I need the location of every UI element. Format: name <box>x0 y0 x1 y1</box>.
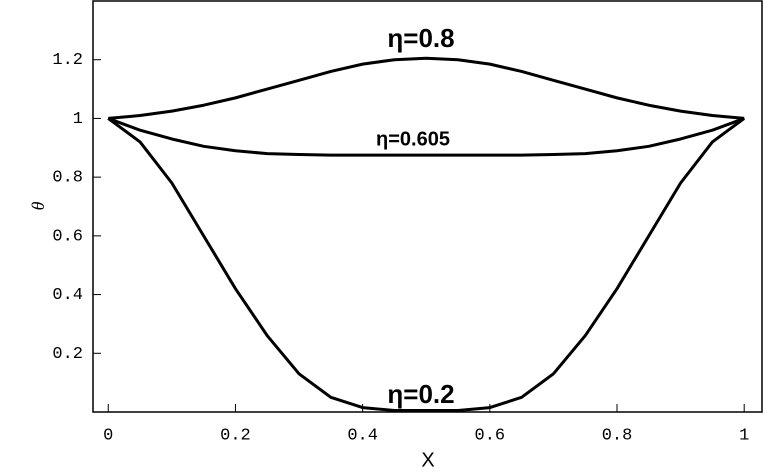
line-series <box>107 117 745 157</box>
x-tick-label: 0.6 <box>475 426 506 445</box>
x-tick-label: 0 <box>103 426 113 445</box>
y-axis-label: θ <box>28 201 48 210</box>
line-series <box>107 117 746 413</box>
y-tick-label: 0.6 <box>52 227 83 246</box>
curve-label: η=0.2 <box>387 379 454 409</box>
y-tick-label: 0.2 <box>52 345 83 364</box>
y-tick-label: 1.2 <box>52 51 83 70</box>
y-tick-label: 0.4 <box>52 286 83 305</box>
curve-label: η=0.605 <box>376 128 450 150</box>
x-axis-label: X <box>421 449 434 471</box>
curve-label: η=0.8 <box>387 23 454 53</box>
line-series <box>108 56 745 120</box>
x-tick-label: 0.2 <box>220 426 251 445</box>
x-tick-label: 0.4 <box>347 426 378 445</box>
y-tick-label: 0.8 <box>52 169 83 188</box>
x-tick-label: 0.8 <box>602 426 633 445</box>
plot-frame <box>92 0 763 413</box>
x-tick-label: 1 <box>739 426 749 445</box>
y-tick-label: 1 <box>73 110 83 129</box>
